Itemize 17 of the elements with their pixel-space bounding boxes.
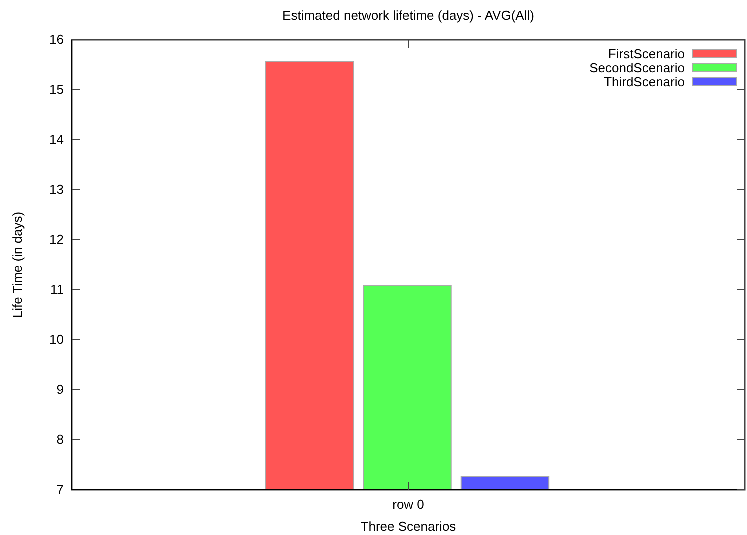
- y-tick-label: 14: [50, 132, 64, 148]
- chart-title: Estimated network lifetime (days) - AVG(All): [282, 8, 534, 23]
- y-axis-title: Life Time (in days): [10, 212, 25, 318]
- x-axis-title: Three Scenarios: [360, 519, 457, 534]
- y-tick-label: 10: [50, 332, 64, 348]
- y-tick-label: 13: [50, 182, 64, 198]
- y-tick-label: 9: [56, 382, 64, 398]
- x-tick-label: row 0: [392, 497, 424, 512]
- y-tick-label: 16: [50, 32, 64, 48]
- y-tick-label: 11: [50, 282, 64, 298]
- legend-label: SecondScenario: [590, 60, 685, 76]
- legend-label: FirstScenario: [608, 46, 685, 62]
- y-tick-label: 8: [56, 432, 64, 448]
- y-tick-label: 7: [56, 482, 64, 498]
- legend-label: ThirdScenario: [604, 74, 685, 90]
- y-tick-label: 15: [50, 82, 64, 98]
- y-tick-label: 12: [50, 232, 64, 248]
